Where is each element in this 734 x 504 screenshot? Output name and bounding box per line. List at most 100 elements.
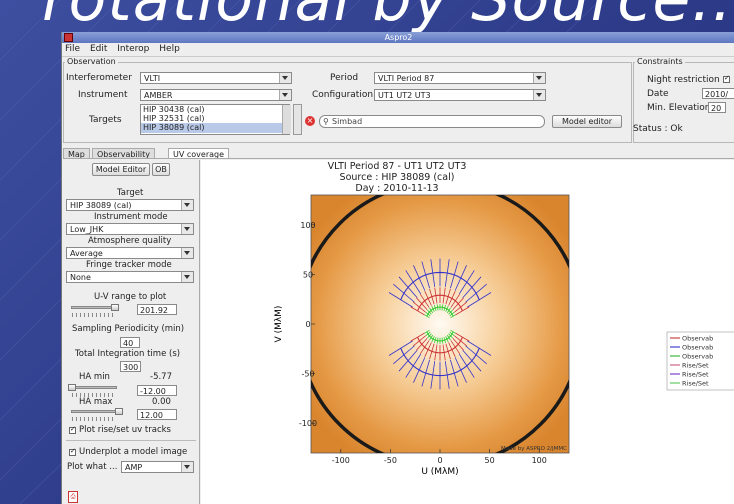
min-elevation-field[interactable]: 20 [708, 102, 726, 113]
night-restriction-checkbox[interactable] [723, 74, 730, 83]
uv-track-spoke [388, 292, 413, 308]
instrument-mode-select[interactable]: Low_JHK [66, 223, 194, 235]
tab-observability[interactable]: Observability [92, 148, 156, 159]
target-select[interactable]: HIP 38089 (cal) [66, 199, 194, 211]
uv-track-spoke [429, 288, 435, 305]
tab-content-border [63, 158, 734, 159]
uv-track-spoke [429, 307, 434, 314]
menu-interop[interactable]: Interop [117, 44, 150, 54]
uv-tracks [388, 258, 492, 390]
uv-range-slider-knob[interactable] [111, 304, 119, 311]
uv-track-spoke [436, 337, 439, 344]
uv-range-field[interactable]: 201.92 [137, 304, 177, 315]
ha-max-field[interactable]: 12.00 [137, 409, 177, 420]
chevron-down-icon [181, 462, 193, 472]
ha-min-field[interactable]: -12.00 [137, 385, 177, 396]
uv-track-spoke [434, 337, 437, 343]
integration-field[interactable]: 300 [120, 361, 141, 372]
remove-target-icon[interactable]: × [305, 116, 315, 126]
ha-min-readout: -5.77 [150, 372, 172, 382]
tab-uv-coverage[interactable]: UV coverage [168, 148, 230, 159]
x-tick-label: 50 [485, 456, 495, 465]
interferometer-select[interactable]: VLTI [140, 72, 292, 84]
ha-max-ticks [72, 417, 114, 421]
model-editor-small-button[interactable]: Model Editor [92, 163, 150, 176]
plot-riseset-checkbox[interactable] [69, 425, 76, 434]
uv-track-spoke [412, 335, 426, 347]
chevron-down-icon [279, 73, 291, 83]
uv-track-spoke [449, 261, 459, 289]
aspro-window: Aspro2 File Edit Interop Help Observatio… [61, 32, 734, 504]
app-icon [64, 33, 73, 42]
plot-what-select[interactable]: AMP [121, 461, 194, 473]
chevron-down-icon [181, 272, 193, 282]
period-select[interactable]: VLTI Period 87 [374, 72, 546, 84]
uv-track-spoke [398, 349, 418, 372]
uv-track-spoke [448, 291, 456, 306]
date-field[interactable]: 2010/ [702, 88, 734, 99]
chevron-down-icon [533, 90, 545, 100]
x-tick-label: -50 [384, 456, 397, 465]
uv-track-spoke [436, 304, 439, 311]
uv-track-spoke [444, 259, 450, 287]
ha-min-slider[interactable] [71, 386, 117, 389]
plot-legend: ObservabObservabObservabRise/SetRise/Set… [666, 331, 734, 391]
uv-side-panel: Model Editor OB Target HIP 38089 (cal) I… [63, 160, 200, 504]
x-tick-label: 0 [437, 456, 442, 465]
uv-track-spoke [458, 353, 475, 378]
menu-edit[interactable]: Edit [89, 44, 108, 54]
uv-coverage-chart: -100 -50 0 50 100 100 50 0 -50 -100 U (MλM) V (Mλ… [274, 194, 734, 477]
tab-map[interactable]: Map [63, 148, 90, 159]
uv-track-spoke [416, 297, 428, 310]
uv-track-spoke [467, 292, 492, 308]
uv-track-spoke [427, 333, 432, 339]
legend-entry: Rise/Set [682, 362, 709, 370]
menu-file[interactable]: File [65, 44, 81, 54]
list-item[interactable]: HIP 38089 (cal) [141, 123, 289, 133]
legend-box [666, 331, 734, 391]
ha-min-slider-knob[interactable] [68, 384, 76, 391]
uv-track-spoke [449, 311, 455, 317]
uv-track-spoke [441, 304, 444, 311]
uv-track-spoke [429, 334, 434, 341]
simbad-search-input[interactable]: ⚲ Simbad [319, 115, 545, 128]
uv-track-spoke [467, 340, 492, 356]
ha-max-slider-knob[interactable] [115, 408, 123, 415]
interferometer-label: Interferometer [66, 73, 132, 83]
uv-plot-area: VLTI Period 87 - UT1 UT2 UT3 Source : HI… [201, 160, 734, 504]
target-move-buttons[interactable] [293, 104, 302, 135]
uv-track-spoke [441, 337, 444, 344]
uv-track-spoke [419, 340, 430, 355]
list-item[interactable]: HIP 30438 (cal) [143, 105, 205, 114]
constraints-group-title: Constraints [635, 57, 685, 66]
uv-track-spoke [446, 307, 451, 314]
plot-axes: -100 -50 0 50 100 100 50 0 -50 -100 [299, 221, 547, 465]
list-item[interactable]: HIP 32531 (cal) [143, 114, 205, 123]
uv-track-spoke [429, 343, 435, 360]
uv-track-spoke [458, 270, 475, 295]
underplot-checkbox[interactable] [69, 447, 76, 456]
integration-label: Total Integration time (s) [75, 349, 181, 359]
targets-list[interactable]: HIP 30438 (cal) HIP 32531 (cal) HIP 3808… [140, 104, 290, 135]
chevron-down-icon [181, 224, 193, 234]
model-editor-button[interactable]: Model editor [552, 115, 622, 128]
uv-track-spoke [410, 306, 425, 316]
plot-ylabel: V (MλM) [274, 306, 284, 343]
targets-scrollbar[interactable] [282, 105, 291, 134]
pdf-export-icon[interactable]: ⎙ [68, 491, 78, 503]
fringe-tracker-label: Fringe tracker mode [86, 260, 172, 270]
ha-max-slider[interactable] [71, 410, 117, 413]
sampling-field[interactable]: 40 [120, 337, 140, 348]
menu-help[interactable]: Help [159, 44, 180, 54]
configuration-select[interactable]: UT1 UT2 UT3 [374, 89, 546, 101]
target-label: Target [117, 188, 144, 198]
ha-max-readout: 0.00 [152, 397, 171, 407]
instrument-select[interactable]: AMBER [140, 89, 292, 101]
ob-button[interactable]: OB [152, 163, 170, 176]
uv-track-spoke [449, 331, 455, 337]
uv-track-spoke [448, 342, 456, 357]
atmosphere-select[interactable]: Average [66, 247, 194, 259]
fringe-tracker-select[interactable]: None [66, 271, 194, 283]
uv-track-spoke [442, 287, 446, 304]
uv-track-spoke [450, 329, 456, 334]
